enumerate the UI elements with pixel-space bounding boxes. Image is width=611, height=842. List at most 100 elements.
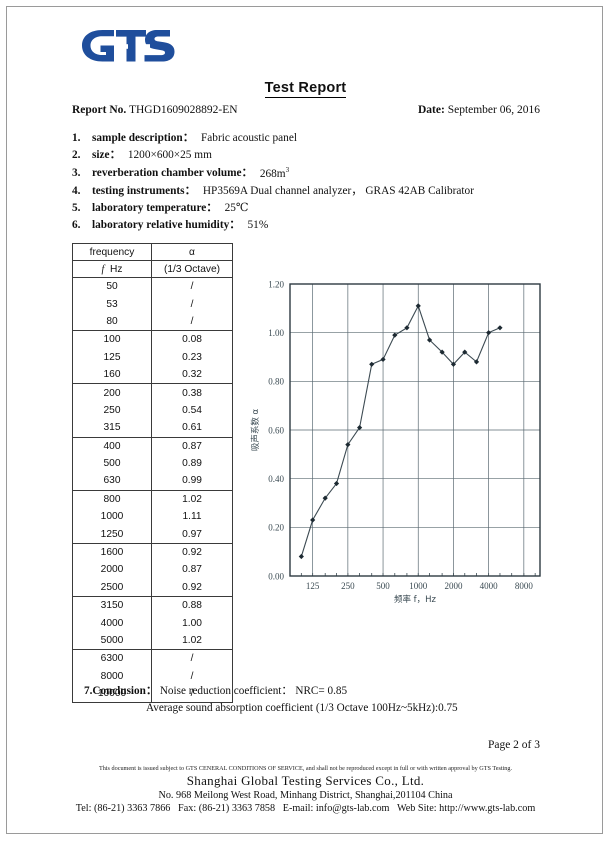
- spec-value: 268m3: [259, 165, 290, 180]
- table-row: 2500 0.92: [72, 578, 233, 598]
- report-header-line: Date: September 06, 2016 Report No. THGD…: [72, 104, 540, 116]
- spec-key: laboratory relative humidity：: [92, 219, 241, 232]
- chart-plot-frame: [289, 283, 541, 577]
- col-alpha-unit: (1/3 Octave): [151, 260, 233, 278]
- chart-data-point: [392, 332, 398, 338]
- table-row: 50/: [72, 277, 233, 296]
- table-row: 2000 0.87: [72, 561, 233, 579]
- col-frequency-unit: f Hz: [72, 260, 152, 278]
- table-row: 53/: [72, 295, 233, 313]
- cell-frequency: 800: [72, 490, 152, 509]
- report-date: Date: September 06, 2016: [418, 104, 540, 116]
- spec-row: 2. size： 1200×600×25 mm: [72, 148, 542, 162]
- cell-frequency: 1000: [72, 508, 152, 526]
- footer-email[interactable]: info@gts-lab.com: [315, 803, 390, 814]
- cell-alpha: /: [151, 295, 233, 313]
- chart-ylabel: 吸声系数 α: [250, 408, 261, 451]
- footer-company: Shanghai Global Testing Services Co., Lt…: [186, 773, 425, 788]
- table-row: 125 0.23: [72, 348, 233, 366]
- cell-frequency: 50: [72, 277, 152, 296]
- chart-xlabel: 频率 f，Hz: [394, 594, 437, 605]
- table-row: 100 0.08: [72, 330, 233, 349]
- chart-ytick-label: 0.20: [268, 523, 284, 533]
- table-row: 500 0.89: [72, 454, 233, 473]
- spec-key: size：: [92, 149, 121, 162]
- spec-number: 1.: [72, 132, 81, 144]
- cell-alpha: 1.11: [151, 508, 233, 526]
- footer-web-label: Web Site:: [396, 803, 437, 814]
- date-value: September 06, 2016: [447, 104, 540, 116]
- cell-alpha: 0.38: [151, 383, 233, 402]
- cell-alpha: /: [151, 649, 233, 668]
- chart-data-point: [473, 359, 480, 365]
- conclusion-head: Conclusion：: [92, 685, 158, 697]
- spec-number: 5.: [72, 201, 81, 214]
- table-row: 160 0.32: [72, 365, 233, 385]
- cell-frequency: 5000: [72, 631, 152, 651]
- report-no-value: THGD1609028892-EN: [128, 104, 238, 116]
- cell-alpha: /: [151, 277, 233, 296]
- cell-frequency: 630: [72, 472, 152, 491]
- absorption-table: frequency α f Hz (1/3 Octave) 50/53/80/100 0.…: [72, 243, 233, 704]
- cell-alpha: 0.87: [151, 561, 233, 579]
- spec-superscript: 3: [285, 165, 290, 174]
- cell-alpha: 0.97: [151, 525, 233, 544]
- cell-frequency: 200: [72, 383, 152, 402]
- spec-value: 1200×600×25 mm: [127, 149, 212, 162]
- table-row: 315 0.61: [72, 419, 233, 438]
- cell-frequency: 80: [72, 312, 152, 332]
- chart-xtick-label: 2000: [444, 581, 463, 591]
- chart-data-point: [310, 517, 316, 523]
- spec-row: 5. laboratory temperature： 25℃: [72, 201, 542, 215]
- chart-data-point: [497, 325, 503, 331]
- footer-disclaimer: This document is issued subject to GTS C…: [98, 765, 513, 772]
- date-label: Date:: [417, 104, 445, 116]
- cell-alpha: 1.02: [151, 490, 233, 509]
- spec-value: Fabric acoustic panel: [201, 132, 297, 144]
- cell-alpha: 0.87: [151, 437, 233, 455]
- table-row: 200 0.38: [72, 383, 233, 402]
- cell-frequency: 2500: [72, 578, 152, 598]
- cell-frequency: 160: [72, 365, 152, 385]
- table-row: 4000 1.00: [72, 614, 233, 632]
- table-row: 1600 0.92: [72, 543, 233, 562]
- conclusion-line-1: Noise reduction coefficient： NRC= 0.85: [159, 685, 348, 697]
- spec-key: testing instruments：: [92, 184, 196, 197]
- cell-frequency: 1250: [72, 525, 152, 544]
- spec-number: 2.: [72, 149, 81, 162]
- report-no-label: Report No.: [72, 104, 127, 116]
- chart-data-point: [345, 442, 351, 448]
- page-number: Page 2 of 3: [487, 739, 540, 751]
- conclusion-line-2: Average sound absorption coefficient (1/…: [146, 702, 458, 715]
- footer-fax: (86-21) 3363 7858: [198, 803, 276, 814]
- footer-tel-label: Tel:: [75, 803, 92, 814]
- spec-number: 6.: [72, 219, 81, 232]
- cell-frequency: 1600: [72, 543, 152, 562]
- table-row: 80/: [72, 312, 233, 332]
- table-row: 10000/: [72, 684, 233, 704]
- chart-data-point: [298, 553, 304, 560]
- chart-xtick-label: 500: [376, 581, 390, 591]
- table-row: 3150 0.88: [72, 596, 233, 615]
- spec-number: 3.: [72, 167, 81, 180]
- cell-alpha: 1.02: [151, 631, 233, 651]
- spec-key: sample description：: [92, 132, 194, 144]
- footer-web[interactable]: http://www.gts-lab.com: [439, 803, 536, 814]
- page-title: Test Report: [0, 80, 611, 98]
- cell-alpha: 0.89: [151, 454, 233, 473]
- cell-frequency: 6300: [72, 649, 152, 668]
- cell-alpha: 0.61: [151, 419, 233, 438]
- cell-alpha: /: [151, 684, 233, 704]
- table-row: 1250 0.97: [72, 525, 233, 544]
- cell-alpha: 0.32: [151, 365, 233, 385]
- chart-ytick-label: 0.80: [268, 377, 284, 387]
- cell-alpha: 1.00: [151, 614, 233, 632]
- table-row: 1000 1.11: [72, 508, 233, 526]
- cell-alpha: 0.08: [151, 330, 233, 349]
- chart-data-point: [380, 356, 386, 363]
- table-row: 5000 1.02: [72, 631, 233, 651]
- table-header-row-2: f Hz (1/3 Octave): [72, 260, 233, 278]
- cell-frequency: 400: [72, 437, 152, 455]
- spec-row: 3. reverberation chamber volume： 268m3: [72, 166, 542, 181]
- chart-xtick-label: 1000: [409, 581, 428, 591]
